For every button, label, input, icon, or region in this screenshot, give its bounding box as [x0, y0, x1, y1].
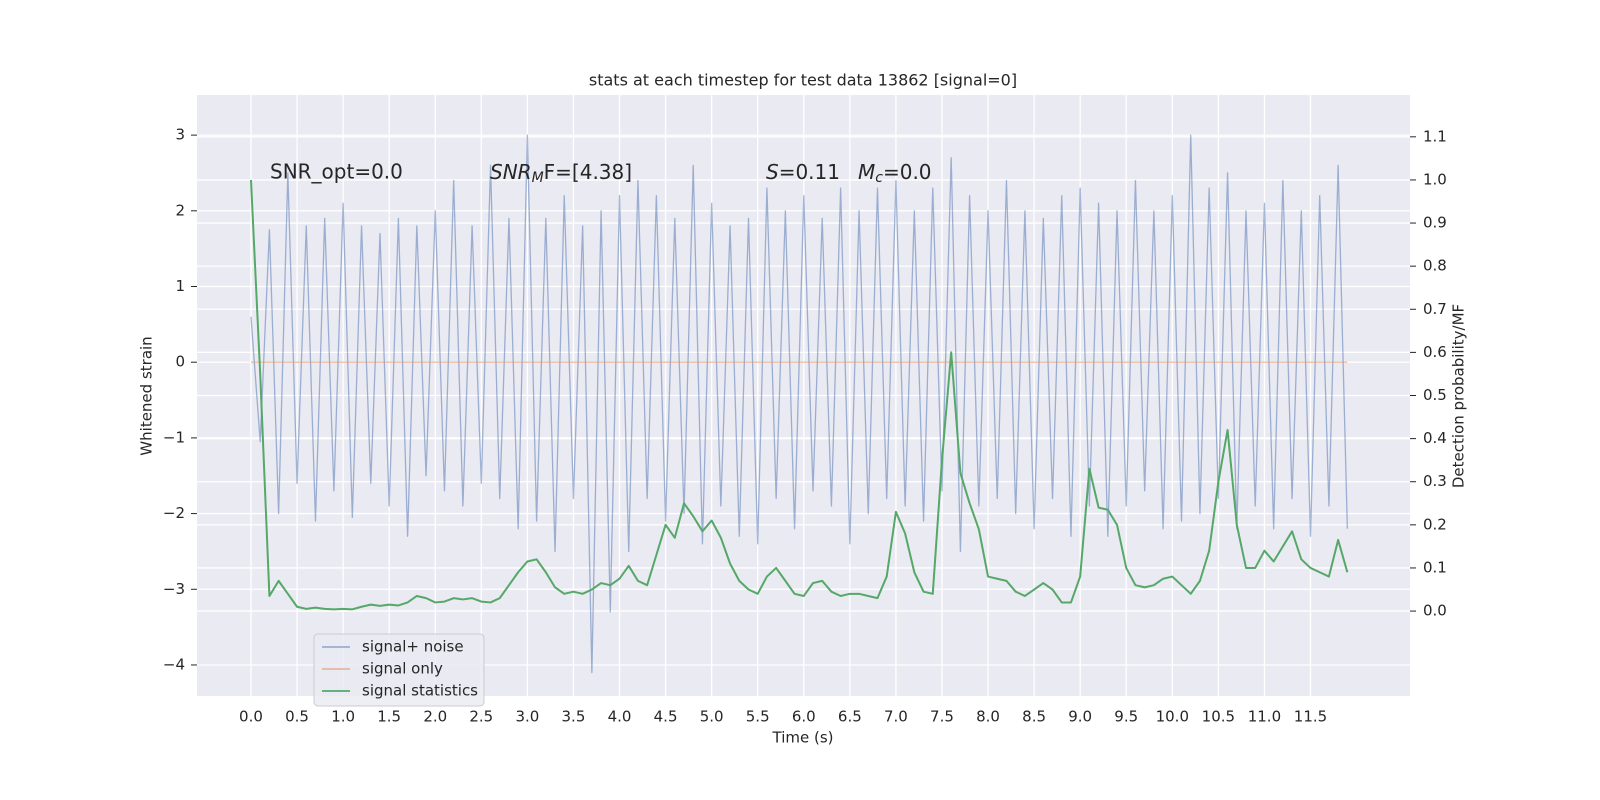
y2-tick-label: 0.8 — [1423, 257, 1447, 275]
series-line — [249, 179, 1349, 611]
annotation-part: S — [766, 160, 779, 184]
legend: signal+ noise signal only signal statistic… — [313, 633, 485, 707]
y2-tick-label: 0.6 — [1423, 343, 1447, 361]
x-tick-label: 0.5 — [285, 708, 309, 726]
x-tick-label: 9.0 — [1068, 708, 1092, 726]
annotation-part: SNR — [490, 160, 532, 184]
x-tick-label: 1.0 — [331, 708, 355, 726]
y-tick-label: −1 — [163, 428, 185, 446]
y2-tick-label: 0.1 — [1423, 558, 1447, 576]
x-tick-label: 5.0 — [700, 708, 724, 726]
y-axis-label: Whitened strain — [138, 336, 156, 455]
x-tick-label: 10.5 — [1202, 708, 1235, 726]
x-tick-label: 3.0 — [515, 708, 539, 726]
y2-tick-label: 0.5 — [1423, 386, 1447, 404]
x-tick-label: 1.5 — [377, 708, 401, 726]
x-tick-label: 8.5 — [1022, 708, 1046, 726]
y-tick-label: 2 — [175, 201, 185, 219]
x-tick-label: 2.0 — [423, 708, 447, 726]
axes: 0.0 0.5 1.0 1.5 2.0 2.5 3.0 3.5 4.0 4.5 5.0 5.5 6.0 6… — [163, 126, 1447, 726]
x-tick-label: 5.5 — [746, 708, 770, 726]
y-tick-label: 3 — [175, 126, 185, 144]
y2-tick-label: 0.0 — [1423, 602, 1447, 620]
x-tick-label: 11.5 — [1294, 708, 1327, 726]
legend-box — [313, 633, 485, 707]
y2-tick-label: 1.1 — [1423, 127, 1447, 145]
x-tick-label: 2.5 — [469, 708, 493, 726]
legend-label: signal+ noise — [362, 638, 464, 656]
y2-tick-label: 0.4 — [1423, 429, 1447, 447]
y2-tick-label: 1.0 — [1423, 170, 1447, 188]
x-tick-label: 8.0 — [976, 708, 1000, 726]
x-tick-label: 10.0 — [1156, 708, 1189, 726]
x-tick-label: 0.0 — [239, 708, 263, 726]
annotation: Mc=0.0 — [858, 160, 932, 187]
annotation-sub: c — [875, 170, 883, 186]
annotation-part: F=[4.38] — [544, 160, 632, 184]
x-tick-label: 6.5 — [838, 708, 862, 726]
x-tick-label: 6.0 — [792, 708, 816, 726]
y2-tick-label: 0.3 — [1423, 472, 1447, 490]
y-tick-label: 0 — [175, 353, 185, 371]
y2-tick-label: 0.2 — [1423, 515, 1447, 533]
marks — [249, 134, 1349, 674]
legend-label: signal only — [362, 660, 443, 678]
x-tick-label: 4.5 — [654, 708, 678, 726]
y2-tick-label: 0.7 — [1423, 300, 1447, 318]
y-tick-label: −3 — [163, 580, 185, 598]
y2-tick-label: 0.9 — [1423, 214, 1447, 232]
x-axis-label: Time (s) — [772, 729, 834, 747]
annotation-sub: M — [532, 170, 544, 186]
annotation-part: M — [858, 160, 875, 184]
x-tick-label: 3.5 — [562, 708, 586, 726]
legend-label: signal statistics — [362, 682, 478, 700]
y-tick-label: −2 — [163, 504, 185, 522]
annotation-part: =0.11 — [779, 160, 840, 184]
x-tick-label: 7.5 — [930, 708, 954, 726]
annotation: SNR_opt=0.0 — [270, 160, 403, 184]
x-tick-label: 7.0 — [884, 708, 908, 726]
chart-title: stats at each timestep for test data 138… — [589, 71, 1017, 90]
y-tick-label: −4 — [163, 655, 185, 673]
annotation: SNRMF=[4.38] — [490, 160, 632, 187]
annotation: S=0.11 — [766, 160, 840, 184]
x-tick-label: 11.0 — [1248, 708, 1281, 726]
y-tick-label: 1 — [175, 277, 185, 295]
annotation-part: =0.0 — [883, 160, 932, 184]
x-tick-label: 4.0 — [608, 708, 632, 726]
y2-axis-label: Detection probability/MF — [1450, 304, 1468, 488]
x-tick-label: 9.5 — [1114, 708, 1138, 726]
